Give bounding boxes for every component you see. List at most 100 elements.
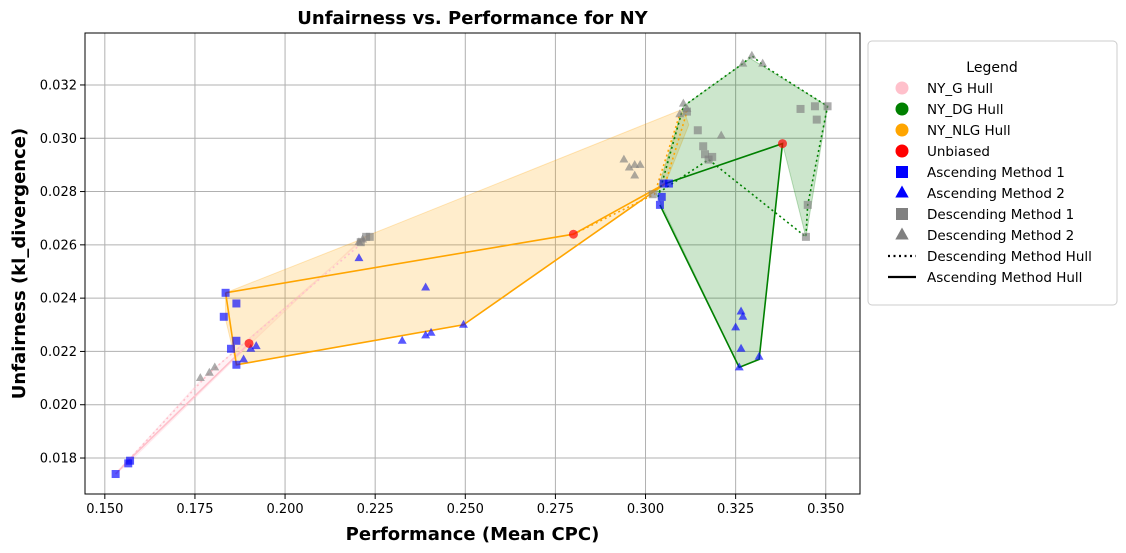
ascending-method-2-point [734,362,744,371]
legend-item-ascending-method-1: Ascending Method 1 [896,165,1065,181]
ascending-method-2-point [754,351,764,360]
plot-frame [84,32,861,495]
descending-method-2-point [358,234,368,243]
y-axis: 0.018 0.020 0.022 0.024 0.026 0.028 0.030 0.032 [40,78,85,467]
legend-item-ny_nlg-hull: NY_NLG Hull [895,123,1011,139]
y-axis-label: Unfairness (kl_divergence) [9,128,30,399]
x-tick-label: 0.250 [447,502,484,517]
legend-label: Ascending Method 2 [927,186,1065,202]
x-tick-label: 0.325 [717,502,754,517]
ny-nlg-descending-hull-line [573,110,689,235]
y-tick-label: 0.024 [40,292,77,307]
ny-nlg-ascending-hull-line [224,182,666,366]
ascending-method-2-point [421,282,431,291]
descending-method-2-point [678,98,688,107]
ascending-method-1-point [226,344,235,353]
ascending-method-2-point [251,341,261,350]
descending-method-1-point [823,102,832,111]
descending-method-1-point [701,150,709,159]
legend-triangle-swatch [895,227,909,240]
ny-g-descending-hull-line [115,238,367,475]
unbiased-point [778,139,787,149]
x-tick-label: 0.175 [176,502,213,517]
descending-method-2-point [716,130,726,139]
ascending-method-2-point [731,322,741,331]
legend-item-descending-method-2: Descending Method 2 [895,227,1074,244]
descending-method-2-point [630,170,640,179]
legend-item-ascending-method-2: Ascending Method 2 [895,185,1065,202]
descending-method-1-point [801,232,810,241]
ascending-method-1-point [232,299,241,308]
legend-label: NY_DG Hull [927,102,1003,118]
ascending-method-2-point [426,327,436,336]
legend-item-ny_dg-hull: NY_DG Hull [895,102,1003,118]
descending-method-1-point [708,152,717,161]
legend-label: Unbiased [927,144,990,160]
ascending-method-1-point [221,288,230,297]
x-tick-label: 0.350 [807,502,844,517]
x-tick-label: 0.200 [266,502,303,517]
unbiased-point [244,338,254,348]
descending-method-2-point [675,109,685,118]
descending-method-2-point [747,50,757,59]
legend-box [867,40,1118,306]
ny-dg-descending-hull-line [655,54,829,239]
x-tick-label: 0.225 [357,502,394,517]
ascending-method-1-point [655,200,664,209]
ascending-method-2-point [246,343,256,352]
grid-lines [85,33,860,494]
descending-method-2-point [204,367,214,376]
legend-title: Legend [966,60,1017,76]
ascending-method-1-point [126,456,135,465]
legend-square-swatch [896,208,908,220]
ascending-method-2-point [397,335,407,344]
descending-method-1-point [365,232,374,241]
ascending-method-2-point [421,330,431,339]
ascending-method-2-point [738,311,748,320]
ascending-method-2-point [459,319,468,328]
plot-background [85,33,860,494]
unbiased-point [568,229,578,239]
legend-circle-swatch [895,81,909,95]
x-tick-label: 0.275 [537,502,574,517]
x-axis-label: Performance (Mean CPC) [346,524,600,545]
descending-method-1-point [812,115,821,124]
ascending-method-2-point [354,253,364,262]
y-tick-label: 0.026 [40,238,77,253]
ascending-method-2-point [239,354,249,363]
descending-method-1-point [648,190,657,199]
descending-method-2-point [635,159,645,168]
legend-circle-swatch [895,102,909,116]
descending-method-2-point [619,154,629,163]
descending-method-1-point [693,126,702,135]
y-tick-label: 0.028 [40,185,77,200]
descending-method-2-point [758,58,768,67]
legend-label: Ascending Method Hull [927,270,1082,286]
descending-method-1-point [810,102,819,111]
y-tick-label: 0.030 [40,132,77,147]
legend-item-descending-method-1: Descending Method 1 [896,207,1074,223]
legend-item-unbiased: Unbiased [895,144,990,160]
legend-square-swatch [896,166,908,178]
chart-title: Unfairness vs. Performance for NY [297,8,648,29]
legend: Legend NY_G Hull NY_DG Hull NY_NLG Hull Unb… [867,40,1118,306]
ascending-method-2-point [736,343,746,352]
descending-method-2-point [738,58,748,67]
y-tick-label: 0.020 [40,398,77,413]
legend-triangle-swatch [895,185,909,198]
legend-circle-swatch [895,123,909,137]
x-tick-label: 0.150 [86,502,123,517]
ascending-method-1-point [232,336,241,345]
ascending-method-1-point [219,312,228,321]
descending-method-2-point [624,162,634,171]
ascending-method-1-point [232,360,241,369]
legend-circle-swatch [895,144,909,158]
ascending-method-1-point [657,192,666,201]
ascending-method-1-point [659,179,668,188]
descending-method-2-point [195,373,205,382]
legend-items: NY_G Hull NY_DG Hull NY_NLG Hull Unbiased As… [888,81,1092,286]
descending-method-1-point [796,104,805,113]
legend-label: Descending Method Hull [927,249,1092,265]
y-tick-label: 0.022 [40,345,77,360]
